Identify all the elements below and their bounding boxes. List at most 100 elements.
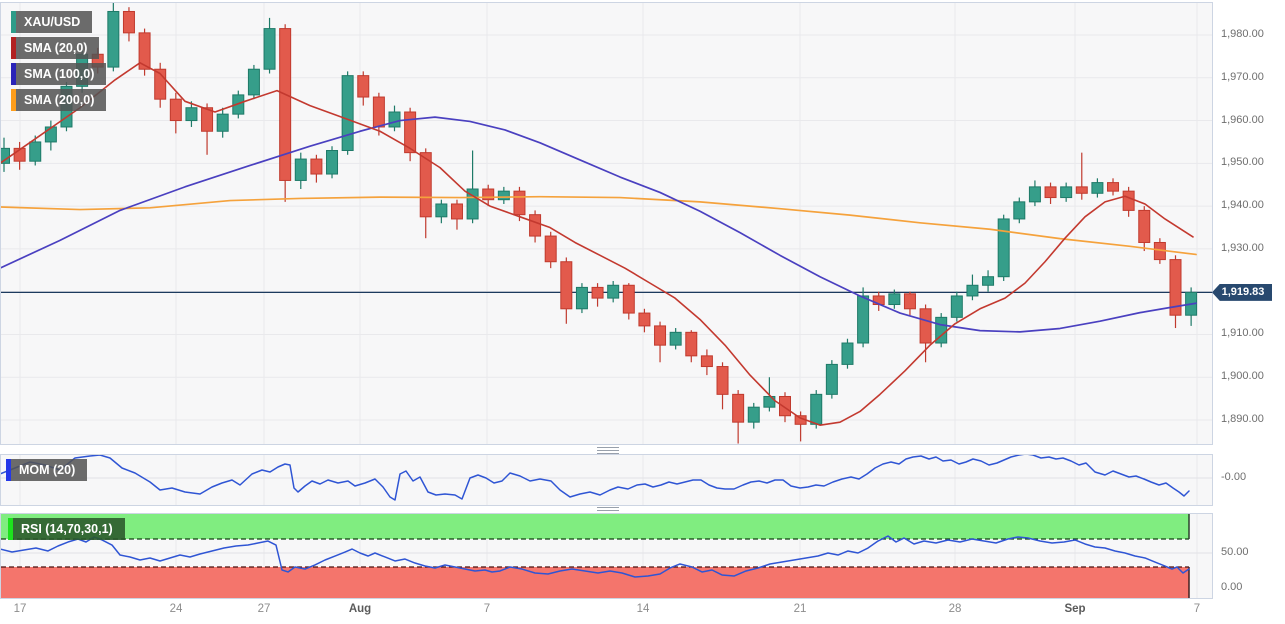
momentum-legend[interactable]: MOM (20) [6,459,88,481]
price-tick-label: 1,940.00 [1221,199,1264,212]
candle-body [482,188,495,201]
candle-body [903,293,916,310]
candle-body [825,363,838,395]
candle-body [529,214,542,237]
candle-body [732,393,745,423]
candle-body [107,10,120,68]
candle-body [419,152,432,218]
time-tick-label: 14 [636,603,650,615]
time-tick-label: 21 [793,603,807,615]
candle-body [591,286,604,299]
sma100-swatch [11,63,16,85]
legend-item-symbol[interactable]: XAU/USD [11,11,106,33]
candle-body [982,276,995,286]
candle-body [654,325,667,346]
candle-body [622,284,635,314]
price-tick-label: 1,910.00 [1221,327,1264,340]
time-tick-label: 24 [169,603,183,615]
candle-body [669,331,682,346]
candle-body [888,293,901,306]
candle-body [1075,186,1088,194]
momentum-chart[interactable] [1,455,1212,505]
candle-body [810,393,823,425]
candle-body [1107,182,1120,192]
legend-item-sma200[interactable]: SMA (200,0) [11,89,107,111]
momentum-panel[interactable]: MOM (20) [0,454,1213,506]
candle-body [950,295,963,318]
candle-body [1091,182,1104,194]
rsi-chart[interactable] [1,514,1212,598]
rsi-overbought-band [1,514,1189,539]
time-tick-label: 7 [1193,603,1201,615]
rsi-legend[interactable]: RSI (14,70,30,1) [8,518,125,540]
sma20-swatch [11,37,16,59]
candlestick-chart[interactable] [1,3,1212,444]
candle-body [326,150,339,175]
legend-item-sma100[interactable]: SMA (100,0) [11,63,107,85]
time-tick-label: Aug [348,603,372,615]
candle-body [216,113,229,132]
time-tick-label: 27 [257,603,271,615]
candle-body [138,32,151,70]
time-tick-label: 7 [483,603,491,615]
candle-body [294,158,307,181]
price-panel[interactable]: XAU/USD SMA (20,0) SMA (100,0) SMA (200,… [0,2,1213,445]
candle-body [357,75,370,98]
candle-body [404,111,417,154]
candle-body [779,395,791,417]
time-tick-label: 28 [948,603,962,615]
price-tick-label: 1,930.00 [1221,241,1264,254]
candle-body [435,203,448,218]
momentum-swatch [6,459,11,481]
price-tick-label: 1,980.00 [1221,28,1264,40]
candle-body [966,284,979,297]
rsi-panel[interactable]: RSI (14,70,30,1) [0,513,1213,599]
candle-body [1044,186,1057,199]
candle-body [154,68,167,100]
candle-body [122,10,135,34]
current-price-value: 1,919.83 [1221,285,1265,298]
candle-body [700,355,713,368]
candle-body [247,68,260,96]
candle-body [747,406,760,423]
candle-body [763,395,776,408]
sma200-label: SMA (200,0) [16,89,107,111]
candle-body [716,366,729,395]
candle-body [29,141,42,162]
rsi-label: RSI (14,70,30,1) [13,518,125,540]
candle-body [841,342,854,365]
candle-body [372,96,385,128]
symbol-label: XAU/USD [16,11,93,33]
candle-body [1169,259,1182,316]
panel-resize-handle-rsi[interactable] [597,507,619,514]
price-tick-label: 1,900.00 [1221,370,1264,383]
candle-body [997,218,1010,278]
sma20-label: SMA (20,0) [16,37,100,59]
candle-body [1122,190,1135,211]
candle-body [857,295,870,344]
candle-body [44,126,57,143]
price-tick-label: 1,960.00 [1221,113,1264,126]
candle-body [201,107,214,132]
candle-body [1060,186,1073,199]
candle-body [575,286,588,310]
candle-body [388,111,401,128]
symbol-swatch [11,11,16,33]
price-axis[interactable]: 1,980.00 1,970.00 1,960.00 1,950.00 1,940.00… [1216,0,1285,624]
price-tick-label: 1,950.00 [1221,156,1264,169]
candle-body [263,28,276,70]
time-tick-label: Sep [1064,603,1086,615]
rsi-axis-label-50: 50.00 [1221,546,1249,558]
momentum-label: MOM (20) [11,459,88,481]
time-axis[interactable]: 17 24 27 Aug 7 14 21 28 Sep 7 [0,600,1285,624]
candle-body [513,190,526,216]
candle-body [497,190,510,201]
rsi-axis-label-0: 0.00 [1221,581,1243,593]
candle-body [310,158,323,175]
candle-body [1138,209,1151,243]
legend-item-sma20[interactable]: SMA (20,0) [11,37,106,59]
candle-body [919,308,932,344]
panel-resize-handle-mom[interactable] [597,447,619,454]
candle-body [685,331,698,357]
